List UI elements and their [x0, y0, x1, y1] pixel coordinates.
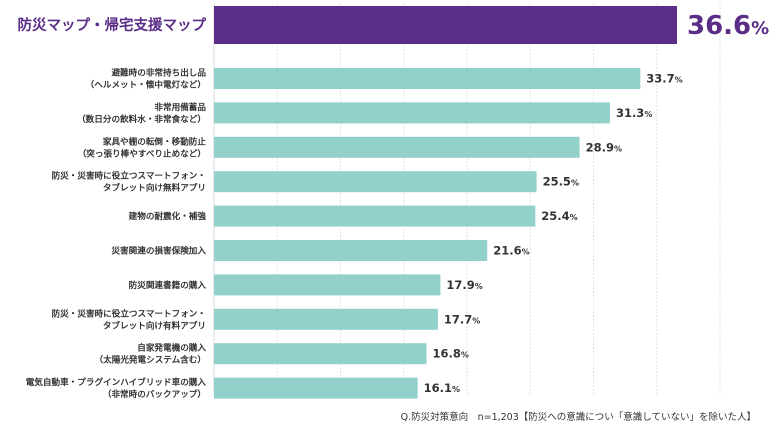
footnote: Q.防災対策意向 n=1,203【防災への意識につい「意識していない」を除いた人… — [400, 412, 756, 423]
value-label: 16.1% — [424, 381, 460, 395]
value-label: 17.9% — [446, 278, 482, 292]
value-label: 25.4% — [541, 209, 577, 223]
value-label: 16.8% — [433, 347, 469, 361]
category-label: 避難時の非常持ち出し品 — [111, 67, 206, 79]
category-label: 防災・災害時に役立つスマートフォン・ — [52, 307, 206, 319]
value-label: 17.7% — [444, 312, 480, 326]
bar — [214, 343, 427, 365]
value-label: 21.6% — [493, 244, 529, 258]
bar — [214, 102, 610, 124]
bar — [214, 68, 641, 89]
category-label: （非常時のバックアップ） — [103, 388, 206, 400]
value-labels: 36.6% 33.7% 31.3% 28.9% 25.5% 25.4% 21.6% 17.9%… — [424, 11, 770, 395]
bars — [214, 6, 677, 399]
category-label: タブレット向け有料アプリ — [103, 319, 206, 331]
category-label: 防災マップ・帰宅支援マップ — [18, 16, 207, 34]
gridlines — [213, 4, 721, 396]
bar — [214, 274, 441, 296]
bar — [214, 377, 418, 399]
category-label: 自家発電機の購入 — [137, 342, 206, 354]
category-label: （突っ張り棒やすべり止めなど） — [78, 147, 206, 159]
category-label: 電気自動車・プラグインハイブリッド車の購入 — [26, 376, 207, 388]
bar — [214, 205, 536, 227]
category-label: （太陽光発電システム含む） — [95, 354, 206, 366]
category-label: 災害関連の損害保険加入 — [111, 245, 206, 257]
category-label: 家具や棚の転倒・移動防止 — [103, 135, 207, 147]
bar — [214, 171, 537, 193]
category-label: （ヘルメット・懐中電灯など） — [86, 79, 206, 91]
value-label: 31.3% — [616, 106, 652, 120]
bar — [214, 136, 580, 158]
category-label: 建物の耐震化・補強 — [128, 210, 207, 222]
category-label: タブレット向け無料アプリ — [103, 182, 206, 194]
bar — [214, 240, 488, 261]
category-label: （数日分の飲料水・非常食など） — [77, 113, 206, 125]
value-label: 28.9% — [586, 140, 622, 154]
bar — [214, 6, 677, 44]
value-label: 25.5% — [543, 175, 579, 189]
value-label: 33.7% — [646, 72, 682, 86]
value-label: 36.6% — [687, 11, 769, 41]
category-label: 防災関連書籍の購入 — [129, 279, 207, 291]
category-label: 防災・災害時に役立つスマートフォン・ — [52, 170, 206, 182]
bar — [214, 308, 438, 330]
category-label: 非常用備蓄品 — [154, 101, 206, 113]
